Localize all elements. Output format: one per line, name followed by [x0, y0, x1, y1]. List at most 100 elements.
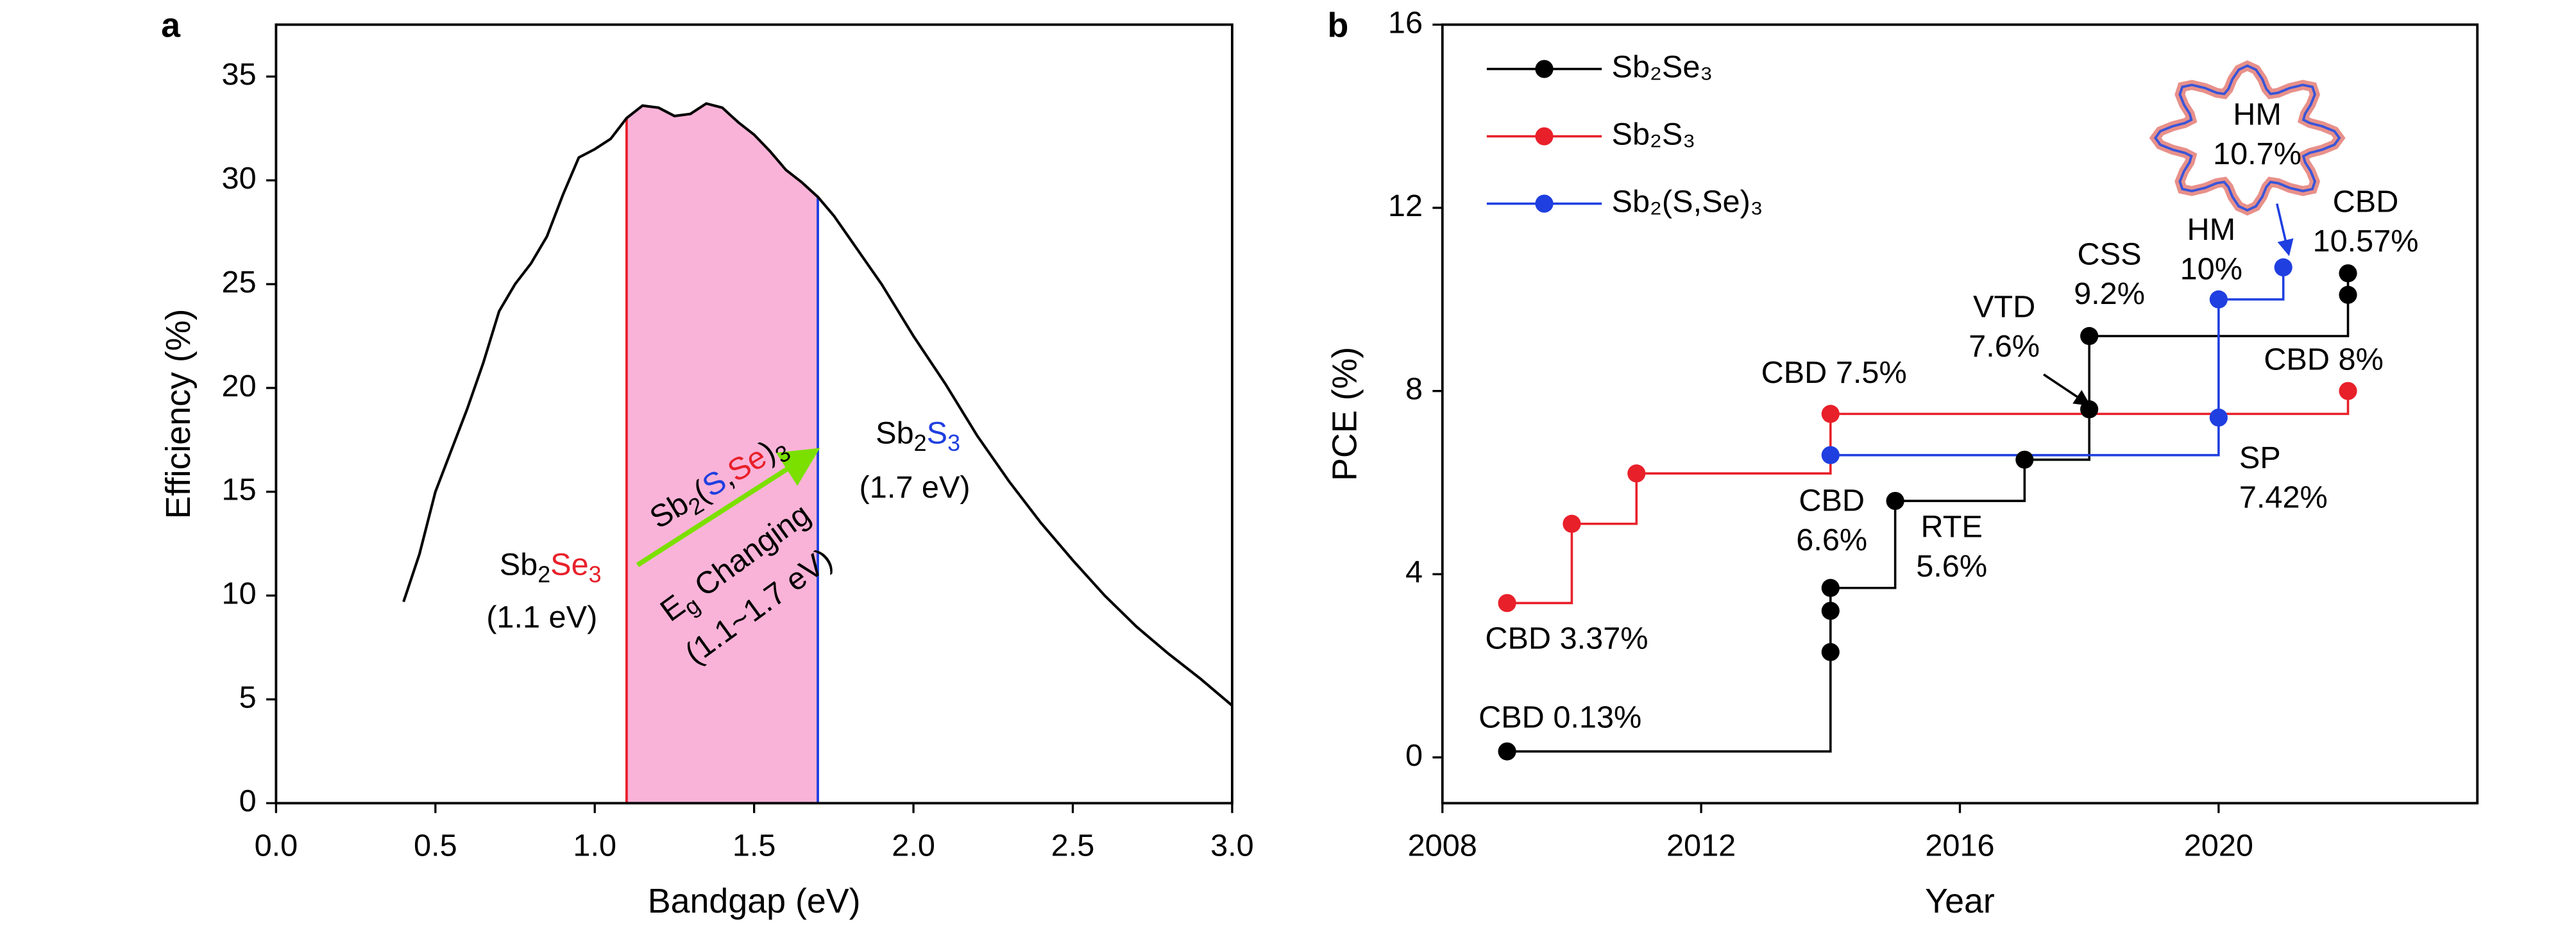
legend-label: Sb₂S₃ [1612, 117, 1696, 151]
y-tick-label: 0 [1405, 738, 1423, 773]
data-line [402, 102, 1233, 707]
y-tick-label: 15 [222, 473, 257, 507]
annotation-part: (1.1 eV) [486, 600, 597, 634]
annotation-part: Sb [876, 416, 914, 451]
callout-star-outline [2153, 64, 2341, 212]
data-point [2080, 400, 2099, 419]
y-tick-label: 20 [222, 369, 257, 403]
y-axis-title: Efficiency (%) [159, 309, 198, 519]
y-tick-label: 12 [1388, 189, 1423, 223]
legend-marker [1535, 194, 1554, 213]
legend-marker [1535, 127, 1554, 146]
step-line [1830, 267, 2285, 457]
y-axis-title: PCE (%) [1325, 347, 1364, 481]
panel-label: a [161, 6, 181, 45]
gradient-arrow [636, 448, 820, 568]
data-point [1821, 578, 1840, 597]
highlight-band [626, 103, 818, 804]
data-annotation: 10% [2180, 251, 2242, 286]
annotation: Sb2Se3 [500, 547, 602, 587]
data-annotation: CBD [2333, 184, 2399, 219]
annotation-part: Sb [500, 547, 538, 582]
y-tick-label: 4 [1405, 555, 1423, 589]
y-tick-label: 8 [1405, 372, 1423, 407]
step-line [1507, 273, 2350, 753]
data-point [1498, 594, 1516, 612]
x-tick-label: 2016 [1925, 828, 1994, 863]
annotation-part: Se [550, 547, 589, 582]
data-point [1821, 602, 1840, 620]
annotation-part: 2 [914, 431, 927, 457]
data-annotation: 7.42% [2239, 480, 2328, 514]
data-annotation: CBD [1799, 484, 1865, 518]
data-point [1821, 405, 1840, 423]
plot-frame [1441, 23, 2479, 805]
data-annotation: CBD 7.5% [1761, 355, 1907, 390]
y-tick-label: 5 [239, 680, 257, 714]
data-annotation: SP [2239, 441, 2281, 475]
data-point [1821, 643, 1840, 661]
x-tick-label: 1.0 [573, 828, 616, 863]
legend-label: Sb₂Se₃ [1612, 49, 1713, 84]
annotation-part: S [927, 416, 947, 451]
data-annotation: 9.2% [2074, 276, 2145, 311]
data-annotation: CBD 8% [2264, 342, 2384, 376]
data-point [2339, 285, 2357, 304]
annotation: Sb2S3 [876, 416, 960, 457]
x-axis-title: Bandgap (eV) [648, 882, 861, 920]
legend-label: Sb₂(S,Se)₃ [1612, 184, 1763, 219]
data-annotation: CBD 3.37% [1485, 621, 1648, 656]
x-axis-title: Year [1925, 882, 1995, 920]
data-point [1886, 491, 1904, 510]
data-annotation: 5.6% [1916, 549, 1987, 584]
data-annotation: HM [2233, 97, 2282, 132]
y-tick-label: 0 [239, 784, 257, 818]
x-tick-label: 0.0 [255, 828, 298, 863]
data-point [1821, 446, 1840, 464]
data-annotation: 7.6% [1969, 329, 2040, 364]
callout-arrow [2276, 203, 2294, 257]
y-tick-label: 35 [222, 57, 257, 92]
x-tick-label: 2020 [2184, 828, 2253, 863]
annotation-part: 2 [538, 562, 550, 587]
data-point [1498, 742, 1516, 761]
x-tick-label: 2.0 [892, 828, 935, 863]
vtd-arrow [2043, 373, 2091, 406]
annotation: (1.7 eV) [860, 470, 970, 505]
data-point [2209, 290, 2228, 308]
annotation-part: 3 [947, 431, 960, 457]
x-tick-label: 0.5 [414, 828, 457, 863]
data-point [2339, 264, 2357, 283]
y-tick-label: 16 [1388, 5, 1423, 40]
data-annotation: RTE [1920, 510, 1982, 544]
data-annotation: 6.6% [1796, 523, 1867, 557]
data-annotation: CSS [2078, 237, 2142, 271]
data-point [1563, 514, 1581, 533]
x-tick-label: 1.5 [733, 828, 776, 863]
y-tick-label: 25 [222, 265, 257, 299]
plot-frame [275, 23, 1233, 805]
data-annotation: 10.7% [2213, 137, 2301, 171]
data-annotation: 10.57% [2313, 224, 2419, 258]
data-point [2080, 326, 2099, 346]
data-point [2209, 409, 2228, 427]
x-tick-label: 2008 [1408, 828, 1477, 863]
x-tick-label: 2012 [1666, 828, 1736, 863]
annotation: (1.1 eV) [486, 600, 597, 634]
data-point [2339, 382, 2357, 400]
x-tick-label: 2.5 [1051, 828, 1095, 863]
data-point [2274, 258, 2292, 276]
x-tick-label: 3.0 [1210, 828, 1254, 863]
data-point [1627, 464, 1646, 483]
annotation-part: (1.7 eV) [860, 470, 970, 505]
data-annotation: CBD 0.13% [1479, 700, 1641, 735]
annotation-part: 3 [589, 562, 602, 587]
y-tick-label: 30 [222, 161, 257, 196]
data-point [2015, 450, 2034, 469]
panel-label: b [1327, 6, 1348, 45]
y-tick-label: 10 [222, 577, 257, 611]
data-annotation: VTD [1973, 289, 2035, 324]
